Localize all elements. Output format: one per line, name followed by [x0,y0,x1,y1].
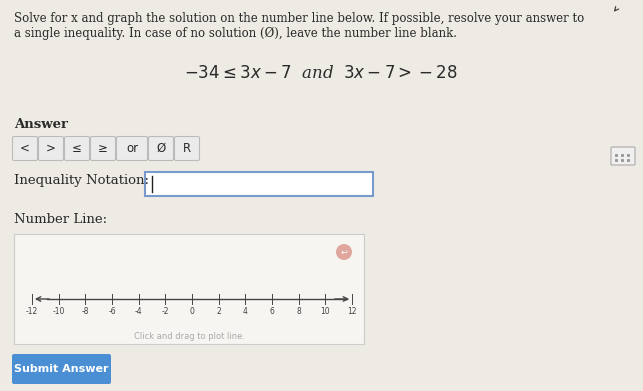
FancyBboxPatch shape [174,136,199,160]
FancyBboxPatch shape [12,354,111,384]
FancyBboxPatch shape [64,136,89,160]
Text: -12: -12 [26,307,38,316]
Text: ↩: ↩ [341,248,347,256]
Text: 12: 12 [347,307,357,316]
Text: 10: 10 [320,307,330,316]
FancyBboxPatch shape [611,147,635,165]
Text: 2: 2 [216,307,221,316]
Text: <: < [20,142,30,155]
Text: Inequality Notation:: Inequality Notation: [14,174,149,187]
Text: >: > [46,142,56,155]
Text: R: R [183,142,191,155]
Circle shape [336,244,352,260]
Text: Solve for x and graph the solution on the number line below. If possible, resolv: Solve for x and graph the solution on th… [14,12,584,25]
Text: Number Line:: Number Line: [14,213,107,226]
Text: 6: 6 [269,307,275,316]
FancyBboxPatch shape [39,136,64,160]
Text: 0: 0 [190,307,194,316]
Text: a single inequality. In case of no solution (Ø), leave the number line blank.: a single inequality. In case of no solut… [14,27,457,40]
Text: Submit Answer: Submit Answer [14,364,109,374]
Text: Answer: Answer [14,118,68,131]
Text: 4: 4 [243,307,248,316]
FancyBboxPatch shape [14,234,364,344]
Text: -8: -8 [82,307,89,316]
Text: -6: -6 [108,307,116,316]
Text: $-34 \leq 3x-7$  and  $3x-7>-28$: $-34 \leq 3x-7$ and $3x-7>-28$ [185,65,458,82]
FancyBboxPatch shape [149,136,174,160]
Text: -10: -10 [53,307,65,316]
FancyBboxPatch shape [12,136,37,160]
FancyBboxPatch shape [145,172,373,196]
Text: ≥: ≥ [98,142,108,155]
Text: 8: 8 [296,307,301,316]
Text: Ø: Ø [156,142,166,155]
FancyBboxPatch shape [116,136,147,160]
Text: -4: -4 [135,307,143,316]
FancyBboxPatch shape [91,136,116,160]
Text: or: or [126,142,138,155]
Text: -2: -2 [161,307,169,316]
Text: Click and drag to plot line.: Click and drag to plot line. [134,332,244,341]
Text: ≤: ≤ [72,142,82,155]
